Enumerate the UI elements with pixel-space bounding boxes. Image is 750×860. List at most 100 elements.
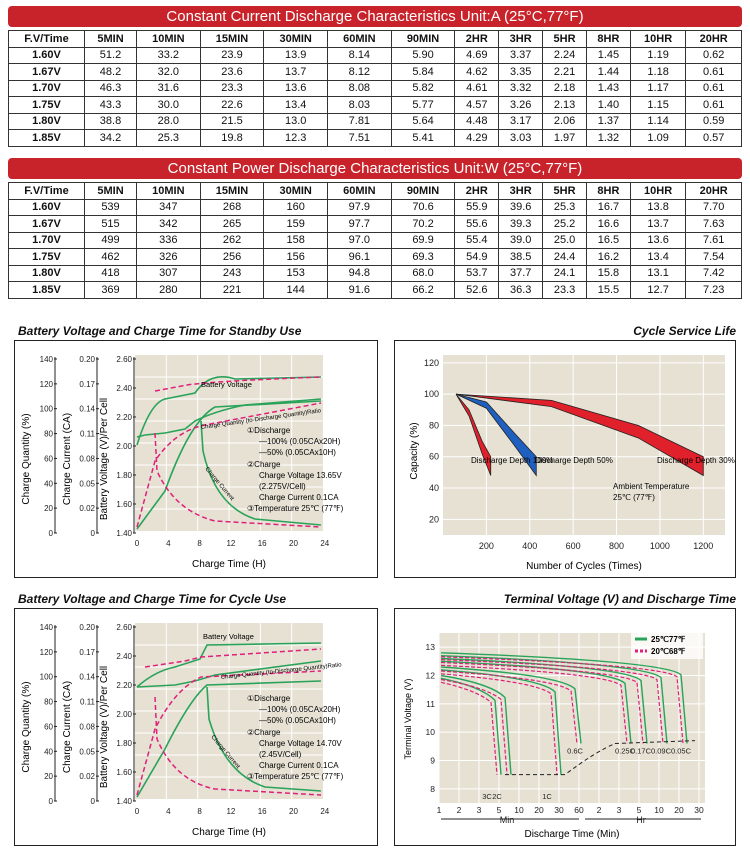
- note-line: ③Temperature 25℃ (77℉): [247, 504, 344, 513]
- y-tick-label: 1.40: [116, 797, 132, 806]
- final-voltage-cell: 1.80V: [8, 264, 85, 282]
- value-cell: 19.8: [199, 129, 265, 147]
- y-tick-label: 1.60: [116, 500, 132, 509]
- table-row: 1.70V 499 336 262 158 97.0 69.9 55.4 39.0 25.0 16.…: [8, 231, 742, 249]
- value-cell: 5.64: [390, 112, 456, 130]
- value-cell: 342: [136, 215, 201, 233]
- value-cell: 5.82: [390, 79, 456, 97]
- final-voltage-cell: 1.70V: [8, 79, 85, 97]
- y-tick-label: 2.60: [116, 623, 132, 632]
- value-cell: 1.15: [629, 96, 687, 114]
- value-cell: 2.21: [542, 63, 587, 81]
- value-cell: 3.26: [498, 96, 544, 114]
- y-tick-label: 80: [44, 430, 53, 439]
- table-row: 1.75V 462 326 256 156 96.1 69.3 54.9 38.5 24.4 16.…: [8, 248, 742, 266]
- header-cell: F.V/Time: [8, 182, 85, 200]
- value-cell: 268: [199, 198, 265, 216]
- y-tick-label: 20: [429, 514, 439, 524]
- value-cell: 1.17: [629, 79, 687, 97]
- charge-current-curve: [206, 686, 322, 792]
- value-cell: 2.18: [542, 79, 587, 97]
- y-tick-label: 0.05: [79, 479, 95, 488]
- header-cell: 60MIN: [327, 182, 392, 200]
- table-row: 1.67V 48.2 32.0 23.6 13.7 8.12 5.84 4.62 3.35 2.2…: [8, 63, 742, 81]
- value-cell: 2.24: [542, 46, 587, 64]
- value-cell: 16.7: [585, 198, 631, 216]
- header-cell: 20HR: [685, 182, 742, 200]
- value-cell: 97.7: [327, 215, 392, 233]
- header-cell: 5MIN: [84, 182, 137, 200]
- header-cell: 5MIN: [84, 30, 137, 48]
- value-cell: 7.23: [685, 281, 742, 299]
- x-tick-label: 20: [289, 807, 298, 816]
- value-cell: 243: [199, 264, 265, 282]
- note-line: ②Charge: [247, 460, 281, 469]
- final-voltage-cell: 1.85V: [8, 281, 85, 299]
- y-axis-label-voltage: Battery Voltage (V)/Per Cell: [99, 398, 110, 520]
- value-cell: 55.6: [454, 215, 500, 233]
- note-line: ①Discharge: [247, 694, 291, 703]
- legend-box: [631, 631, 703, 659]
- curve-rate-label: 2C: [492, 792, 502, 801]
- discharge-curve-25c: [440, 660, 632, 744]
- x-tick-label: 3: [477, 805, 482, 815]
- value-cell: 2.13: [542, 96, 587, 114]
- value-cell: 53.7: [454, 264, 500, 282]
- value-cell: 24.4: [542, 248, 587, 266]
- discharge-curve-20c: [440, 673, 558, 775]
- value-cell: 515: [84, 215, 137, 233]
- x-tick-label: 16: [258, 539, 267, 548]
- current-dashed: [154, 432, 322, 528]
- curve-rate-label: 3C: [482, 792, 492, 801]
- value-cell: 13.9: [263, 46, 329, 64]
- value-cell: 13.0: [263, 112, 329, 130]
- value-cell: 5.90: [390, 46, 456, 64]
- header-cell: 15MIN: [199, 30, 265, 48]
- value-cell: 539: [84, 198, 137, 216]
- cycle-life-chart-title: Cycle Service Life: [633, 324, 736, 338]
- x-axis-label: Charge Time (H): [192, 827, 266, 838]
- x-tick-label: 20: [674, 805, 684, 815]
- value-cell: 23.3: [542, 281, 587, 299]
- cutoff-voltage-line: [505, 740, 696, 776]
- discharge-curve-20c: [440, 656, 684, 744]
- note-line: —100% (0.05CAx20H): [259, 705, 341, 714]
- final-voltage-cell: 1.70V: [8, 231, 85, 249]
- curve-rate-label: 0.6C: [567, 747, 583, 756]
- discharge-curve-20c: [440, 664, 628, 744]
- value-cell: 153: [263, 264, 329, 282]
- note-line: —50% (0.05CAx10H): [259, 716, 336, 725]
- value-cell: 23.3: [199, 79, 265, 97]
- y-tick-label: 0.08: [79, 454, 95, 463]
- value-cell: 1.18: [629, 63, 687, 81]
- y-tick-label: 120: [40, 648, 54, 657]
- value-cell: 336: [136, 231, 201, 249]
- standby-chart: Charge Quantity (%) Charge Current (CA) …: [21, 355, 344, 570]
- discharge-curve-20c: [440, 659, 664, 744]
- final-voltage-cell: 1.60V: [8, 46, 85, 64]
- terminal-voltage-chart-panel: 13 12 11 10 9 8 1 2 3 5 10 20 30 60 2 3 5 10 20 30 Terminal…: [394, 608, 736, 846]
- value-cell: 15.8: [585, 264, 631, 282]
- value-cell: 32.0: [136, 63, 201, 81]
- value-cell: 13.4: [263, 96, 329, 114]
- y-tick-label: 1.80: [116, 739, 132, 748]
- y-tick-label: 0.08: [79, 722, 95, 731]
- value-cell: 54.9: [454, 248, 500, 266]
- y-tick-label: 2.40: [116, 384, 132, 393]
- value-cell: 23.9: [199, 46, 265, 64]
- annotation-line: 25℃ (77℉): [613, 493, 655, 502]
- current-dashed: [154, 696, 322, 796]
- table-row: 1.85V 34.2 25.3 19.8 12.3 7.51 5.41 4.29 3.03 1.9…: [8, 129, 742, 147]
- y-tick-label: 1.60: [116, 768, 132, 777]
- cycle-life-band: [455, 393, 492, 476]
- y-axis-label: Terminal Voltage (V): [403, 678, 413, 759]
- value-cell: 2.06: [542, 112, 587, 130]
- value-cell: 31.6: [136, 79, 201, 97]
- value-cell: 69.9: [390, 231, 456, 249]
- y-tick-label: 10: [426, 727, 436, 737]
- table-row: 1.67V 515 342 265 159 97.7 70.2 55.6 39.3 25.2 16.…: [8, 215, 742, 233]
- discharge-curve-25c: [440, 669, 562, 775]
- cycle-life-chart: 200 400 600 800 1000 1200 120 100 80 60 40 20 Capac…: [409, 355, 735, 572]
- table-row: 1.60V 539 347 268 160 97.9 70.6 55.9 39.6 25.3 16.…: [8, 198, 742, 216]
- x-tick-label: 1: [437, 805, 442, 815]
